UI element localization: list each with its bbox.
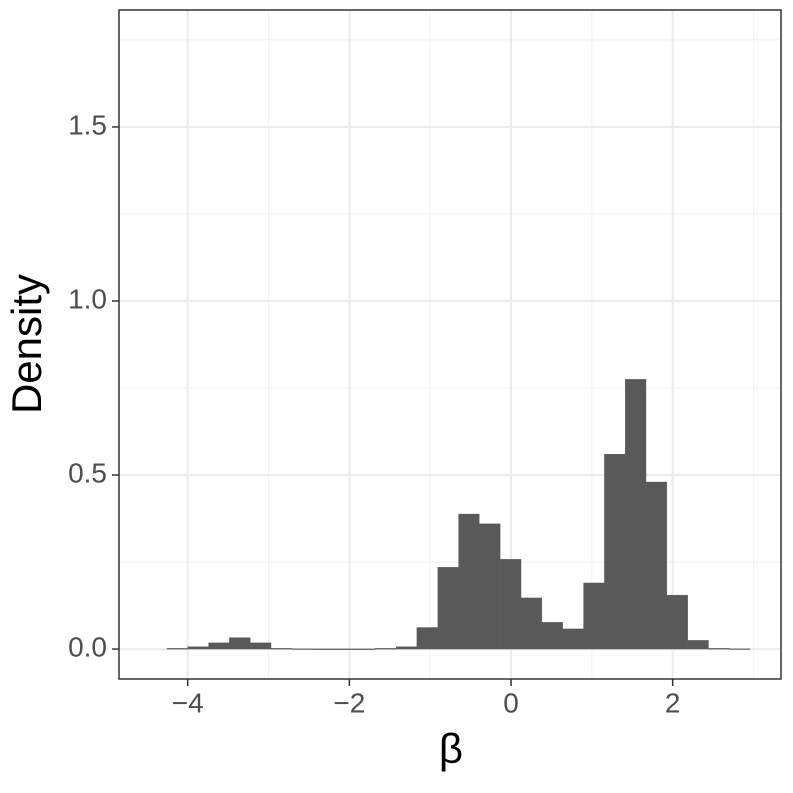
bar: [229, 637, 251, 650]
bar: [500, 559, 522, 650]
bar: [520, 597, 543, 650]
y-tick-label: 0.0: [68, 631, 107, 662]
x-tick-label: 2: [665, 687, 681, 718]
bar: [625, 379, 647, 650]
bar: [270, 648, 293, 650]
bar: [604, 453, 626, 650]
x-tick-label: −4: [172, 687, 204, 718]
bar: [312, 648, 334, 650]
bar: [208, 642, 230, 650]
bar: [166, 648, 188, 650]
bar: [395, 646, 418, 650]
bar: [645, 481, 668, 650]
bar: [187, 646, 209, 650]
bar: [666, 594, 688, 650]
bar: [708, 648, 730, 650]
bar: [416, 627, 438, 650]
bar: [687, 640, 709, 650]
bar: [729, 648, 751, 650]
bar: [250, 642, 272, 650]
bar: [458, 513, 480, 650]
x-tick-label: 0: [503, 687, 519, 718]
bar: [479, 523, 501, 650]
y-tick-label: 0.5: [68, 457, 107, 488]
bar: [562, 628, 584, 650]
y-tick-label: 1.0: [68, 283, 107, 314]
bar: [437, 567, 459, 650]
bar: [291, 648, 313, 650]
x-axis-title: β: [439, 725, 463, 772]
bar: [354, 648, 376, 650]
bar: [375, 648, 397, 650]
y-tick-label: 1.5: [68, 109, 107, 140]
x-tick-label: −2: [333, 687, 365, 718]
y-axis-title: Density: [3, 274, 50, 414]
bar: [333, 648, 355, 650]
panel-border: [118, 9, 782, 680]
bar: [583, 582, 605, 650]
bar: [541, 622, 563, 650]
